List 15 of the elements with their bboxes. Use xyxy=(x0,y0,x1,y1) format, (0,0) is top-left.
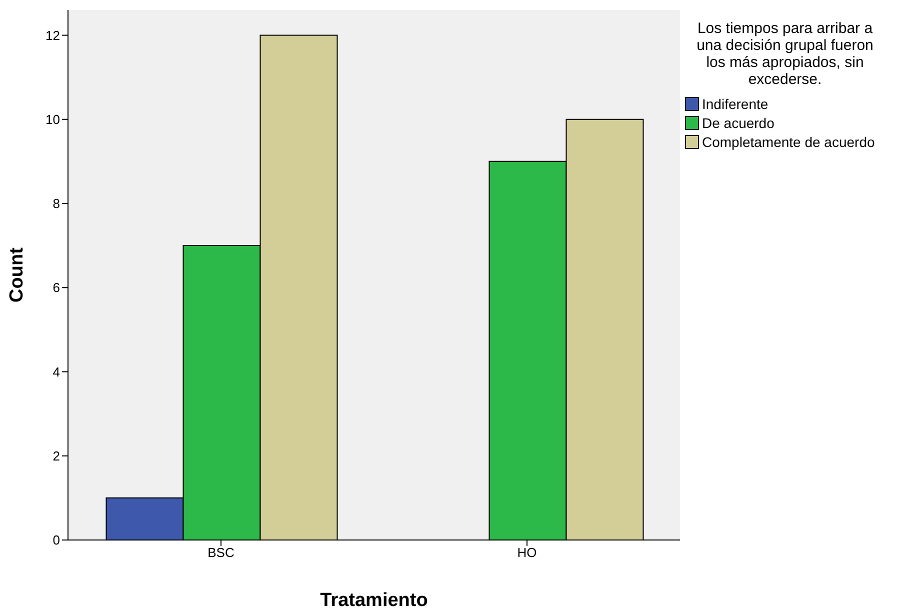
y-tick-label: 10 xyxy=(46,112,60,127)
x-tick-label: BSC xyxy=(208,545,234,560)
legend-label: Completamente de acuerdo xyxy=(702,134,875,150)
y-tick-label: 4 xyxy=(52,364,60,380)
y-tick-label: 6 xyxy=(52,280,60,296)
legend-label: De acuerdo xyxy=(702,114,774,130)
legend-title: Los tiempos para arribar a una decisión grupal fueron los más apropiados, sin excederse. xyxy=(696,20,874,88)
y-tick-label: 0 xyxy=(52,532,60,548)
legend-label: Indiferente xyxy=(702,96,768,112)
y-tick-label: 8 xyxy=(52,196,60,212)
y-axis-title: Count xyxy=(6,246,28,302)
x-axis-title: Tratamiento xyxy=(320,590,428,610)
y-tick-label: 12 xyxy=(46,28,60,43)
x-tick-label: HO xyxy=(517,545,537,560)
y-tick-label: 2 xyxy=(52,448,60,464)
